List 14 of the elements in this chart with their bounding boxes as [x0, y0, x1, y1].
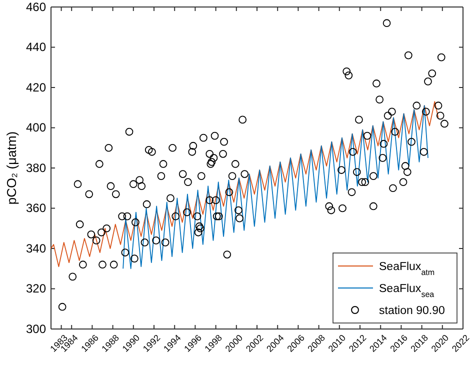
y-tick-label: 420	[26, 80, 46, 94]
y-tick-label: 300	[26, 322, 46, 336]
y-tick-label: 460	[26, 0, 46, 14]
y-axis-title: pCO₂ (μatm)	[4, 131, 19, 205]
y-tick-label: 440	[26, 40, 46, 54]
legend-label: station 90.90	[379, 305, 445, 317]
y-tick-label: 380	[26, 160, 46, 175]
y-tick-label: 320	[26, 282, 46, 296]
line-series	[122, 105, 428, 270]
y-tick-label: 400	[26, 120, 46, 135]
y-tick-label: 340	[26, 241, 46, 256]
y-tick-label: 360	[26, 201, 46, 216]
legend-label: SeaFlux$_{sea}$	[379, 283, 435, 298]
legend-label: SeaFlux$_{atm}$	[379, 261, 435, 276]
